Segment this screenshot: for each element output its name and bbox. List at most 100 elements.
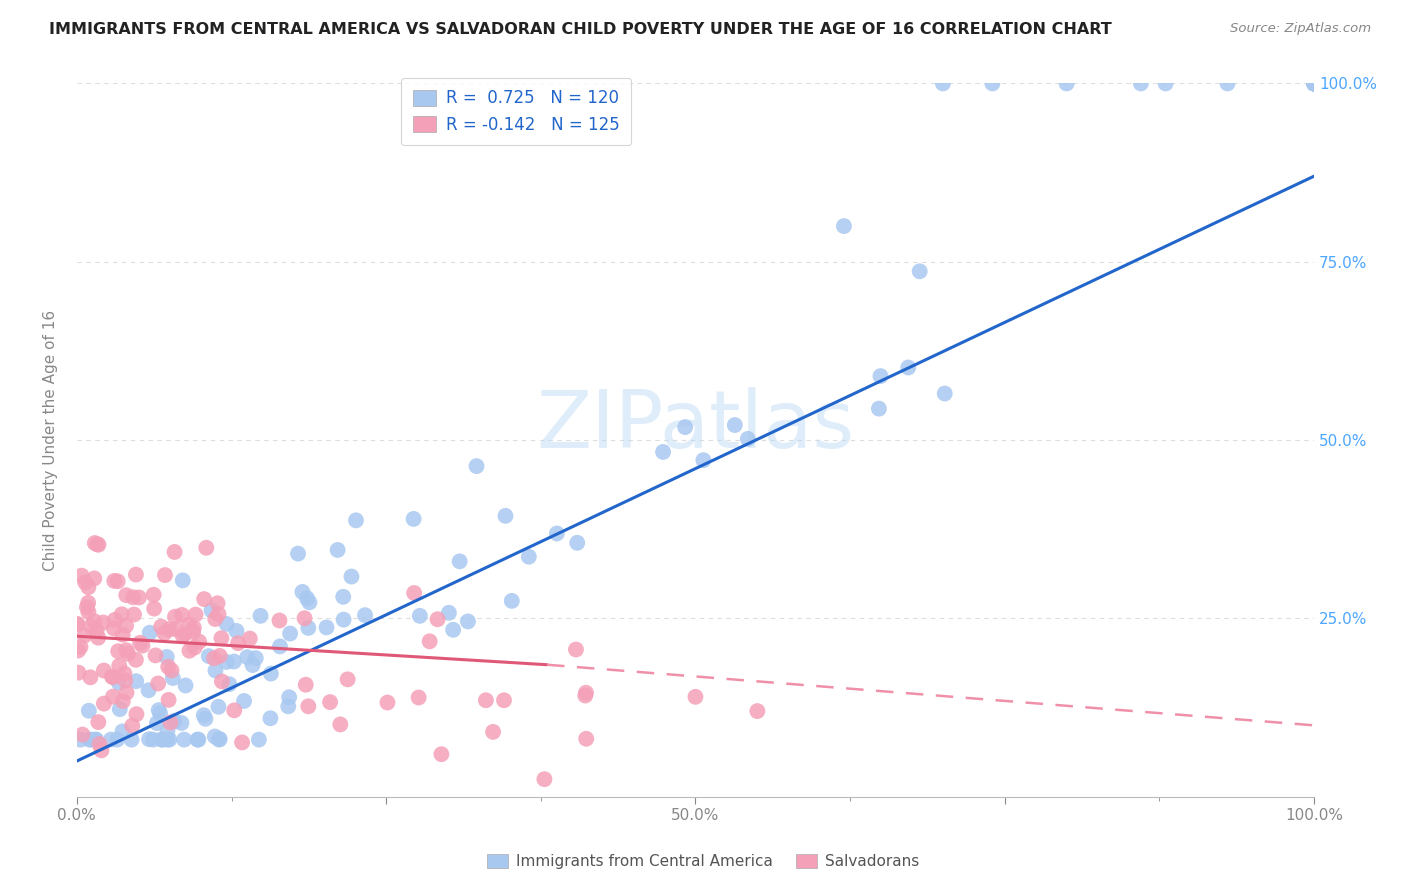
Point <box>295 591 318 606</box>
Point <box>332 590 354 604</box>
Point <box>115 685 138 699</box>
Point <box>129 636 152 650</box>
Point <box>125 674 148 689</box>
Point <box>122 607 145 622</box>
Point <box>344 513 367 527</box>
Point <box>193 592 215 607</box>
Point <box>1303 77 1326 91</box>
Point <box>226 636 249 650</box>
Point <box>200 603 222 617</box>
Point <box>183 640 205 655</box>
Point <box>1303 77 1326 91</box>
Point <box>184 607 207 622</box>
Point <box>163 714 186 729</box>
Point <box>122 591 145 605</box>
Point <box>340 569 363 583</box>
Point <box>153 626 176 640</box>
Point <box>121 719 143 733</box>
Point <box>156 650 179 665</box>
Y-axis label: Child Poverty Under the Age of 16: Child Poverty Under the Age of 16 <box>44 310 58 571</box>
Point <box>208 731 231 746</box>
Point <box>80 619 103 633</box>
Point <box>673 420 696 434</box>
Point <box>174 678 197 692</box>
Point <box>101 690 124 704</box>
Point <box>114 666 136 681</box>
Point <box>332 613 354 627</box>
Point <box>747 704 769 718</box>
Point <box>72 728 94 742</box>
Point <box>156 732 179 747</box>
Point <box>179 644 201 658</box>
Point <box>111 694 134 708</box>
Point <box>90 743 112 757</box>
Point <box>278 626 301 640</box>
Point <box>159 715 181 730</box>
Point <box>239 632 262 646</box>
Point <box>1056 77 1078 91</box>
Point <box>224 703 246 717</box>
Point <box>101 670 124 684</box>
Point <box>157 693 180 707</box>
Point <box>148 703 170 717</box>
Point <box>329 717 352 731</box>
Point <box>104 613 127 627</box>
Point <box>125 653 148 667</box>
Point <box>207 607 229 621</box>
Point <box>1303 77 1326 91</box>
Point <box>222 655 245 669</box>
Point <box>77 704 100 718</box>
Text: IMMIGRANTS FROM CENTRAL AMERICA VS SALVADORAN CHILD POVERTY UNDER THE AGE OF 16 : IMMIGRANTS FROM CENTRAL AMERICA VS SALVA… <box>49 22 1112 37</box>
Point <box>897 360 920 375</box>
Point <box>173 732 195 747</box>
Point <box>319 695 342 709</box>
Point <box>202 651 225 665</box>
Point <box>215 617 238 632</box>
Point <box>204 664 226 678</box>
Point <box>156 723 179 738</box>
Point <box>111 607 134 622</box>
Point <box>294 678 316 692</box>
Point <box>160 664 183 678</box>
Point <box>278 690 301 705</box>
Point <box>163 545 186 559</box>
Point <box>187 732 209 747</box>
Point <box>354 608 377 623</box>
Point <box>93 697 115 711</box>
Point <box>402 512 425 526</box>
Point <box>574 689 596 703</box>
Point <box>146 716 169 731</box>
Point <box>832 219 855 233</box>
Point <box>157 622 180 636</box>
Point <box>1303 77 1326 91</box>
Point <box>157 732 180 747</box>
Point <box>869 369 891 384</box>
Point <box>69 732 91 747</box>
Point <box>67 643 90 657</box>
Point <box>269 614 291 628</box>
Point <box>193 708 215 723</box>
Point <box>143 601 166 615</box>
Point <box>150 732 173 747</box>
Point <box>287 547 309 561</box>
Point <box>187 732 209 747</box>
Point <box>441 623 464 637</box>
Point <box>83 536 105 550</box>
Point <box>692 453 714 467</box>
Point <box>1303 77 1326 91</box>
Point <box>1154 77 1177 91</box>
Point <box>89 737 111 751</box>
Point <box>172 629 194 643</box>
Point <box>138 732 160 747</box>
Point <box>142 588 165 602</box>
Point <box>197 649 219 664</box>
Point <box>93 664 115 678</box>
Point <box>79 670 101 684</box>
Point <box>83 571 105 585</box>
Point <box>165 622 187 636</box>
Point <box>188 634 211 648</box>
Point <box>115 643 138 657</box>
Point <box>247 732 270 747</box>
Point <box>326 543 349 558</box>
Point <box>297 621 319 635</box>
